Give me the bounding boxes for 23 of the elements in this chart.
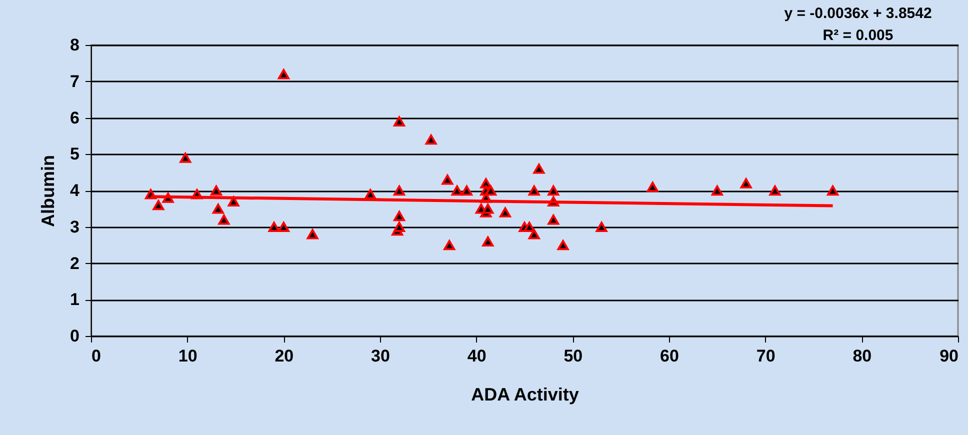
x-tick-label: 80	[852, 346, 872, 366]
x-tick-label: 30	[371, 346, 390, 366]
y-tick-label: 2	[70, 254, 80, 273]
x-tick-label: 20	[274, 346, 294, 366]
y-tick-label: 8	[70, 36, 80, 54]
y-tick-label: 7	[70, 72, 80, 91]
x-axis-title: ADA Activity	[471, 384, 579, 404]
x-tick-label: 50	[564, 346, 583, 366]
x-tick-label: 40	[467, 346, 486, 366]
x-tick-label: 0	[92, 346, 101, 366]
text: y = -0.0036x + 3.8542	[784, 5, 932, 22]
y-tick-label: 6	[70, 108, 80, 128]
text: R² = 0.005	[822, 27, 894, 44]
y-tick-label: 4	[70, 181, 80, 200]
y-tick-label: 1	[70, 290, 80, 310]
y-tick-label: 0	[70, 326, 80, 346]
y-axis-title: Albumin	[38, 155, 58, 227]
x-tick-label: 60	[660, 346, 679, 366]
x-tick-label: 10	[178, 346, 198, 366]
y-tick-label: 3	[70, 217, 80, 236]
x-tick-label: 90	[940, 346, 958, 366]
x-tick-label: 70	[756, 346, 776, 366]
y-tick-label: 5	[70, 144, 80, 164]
